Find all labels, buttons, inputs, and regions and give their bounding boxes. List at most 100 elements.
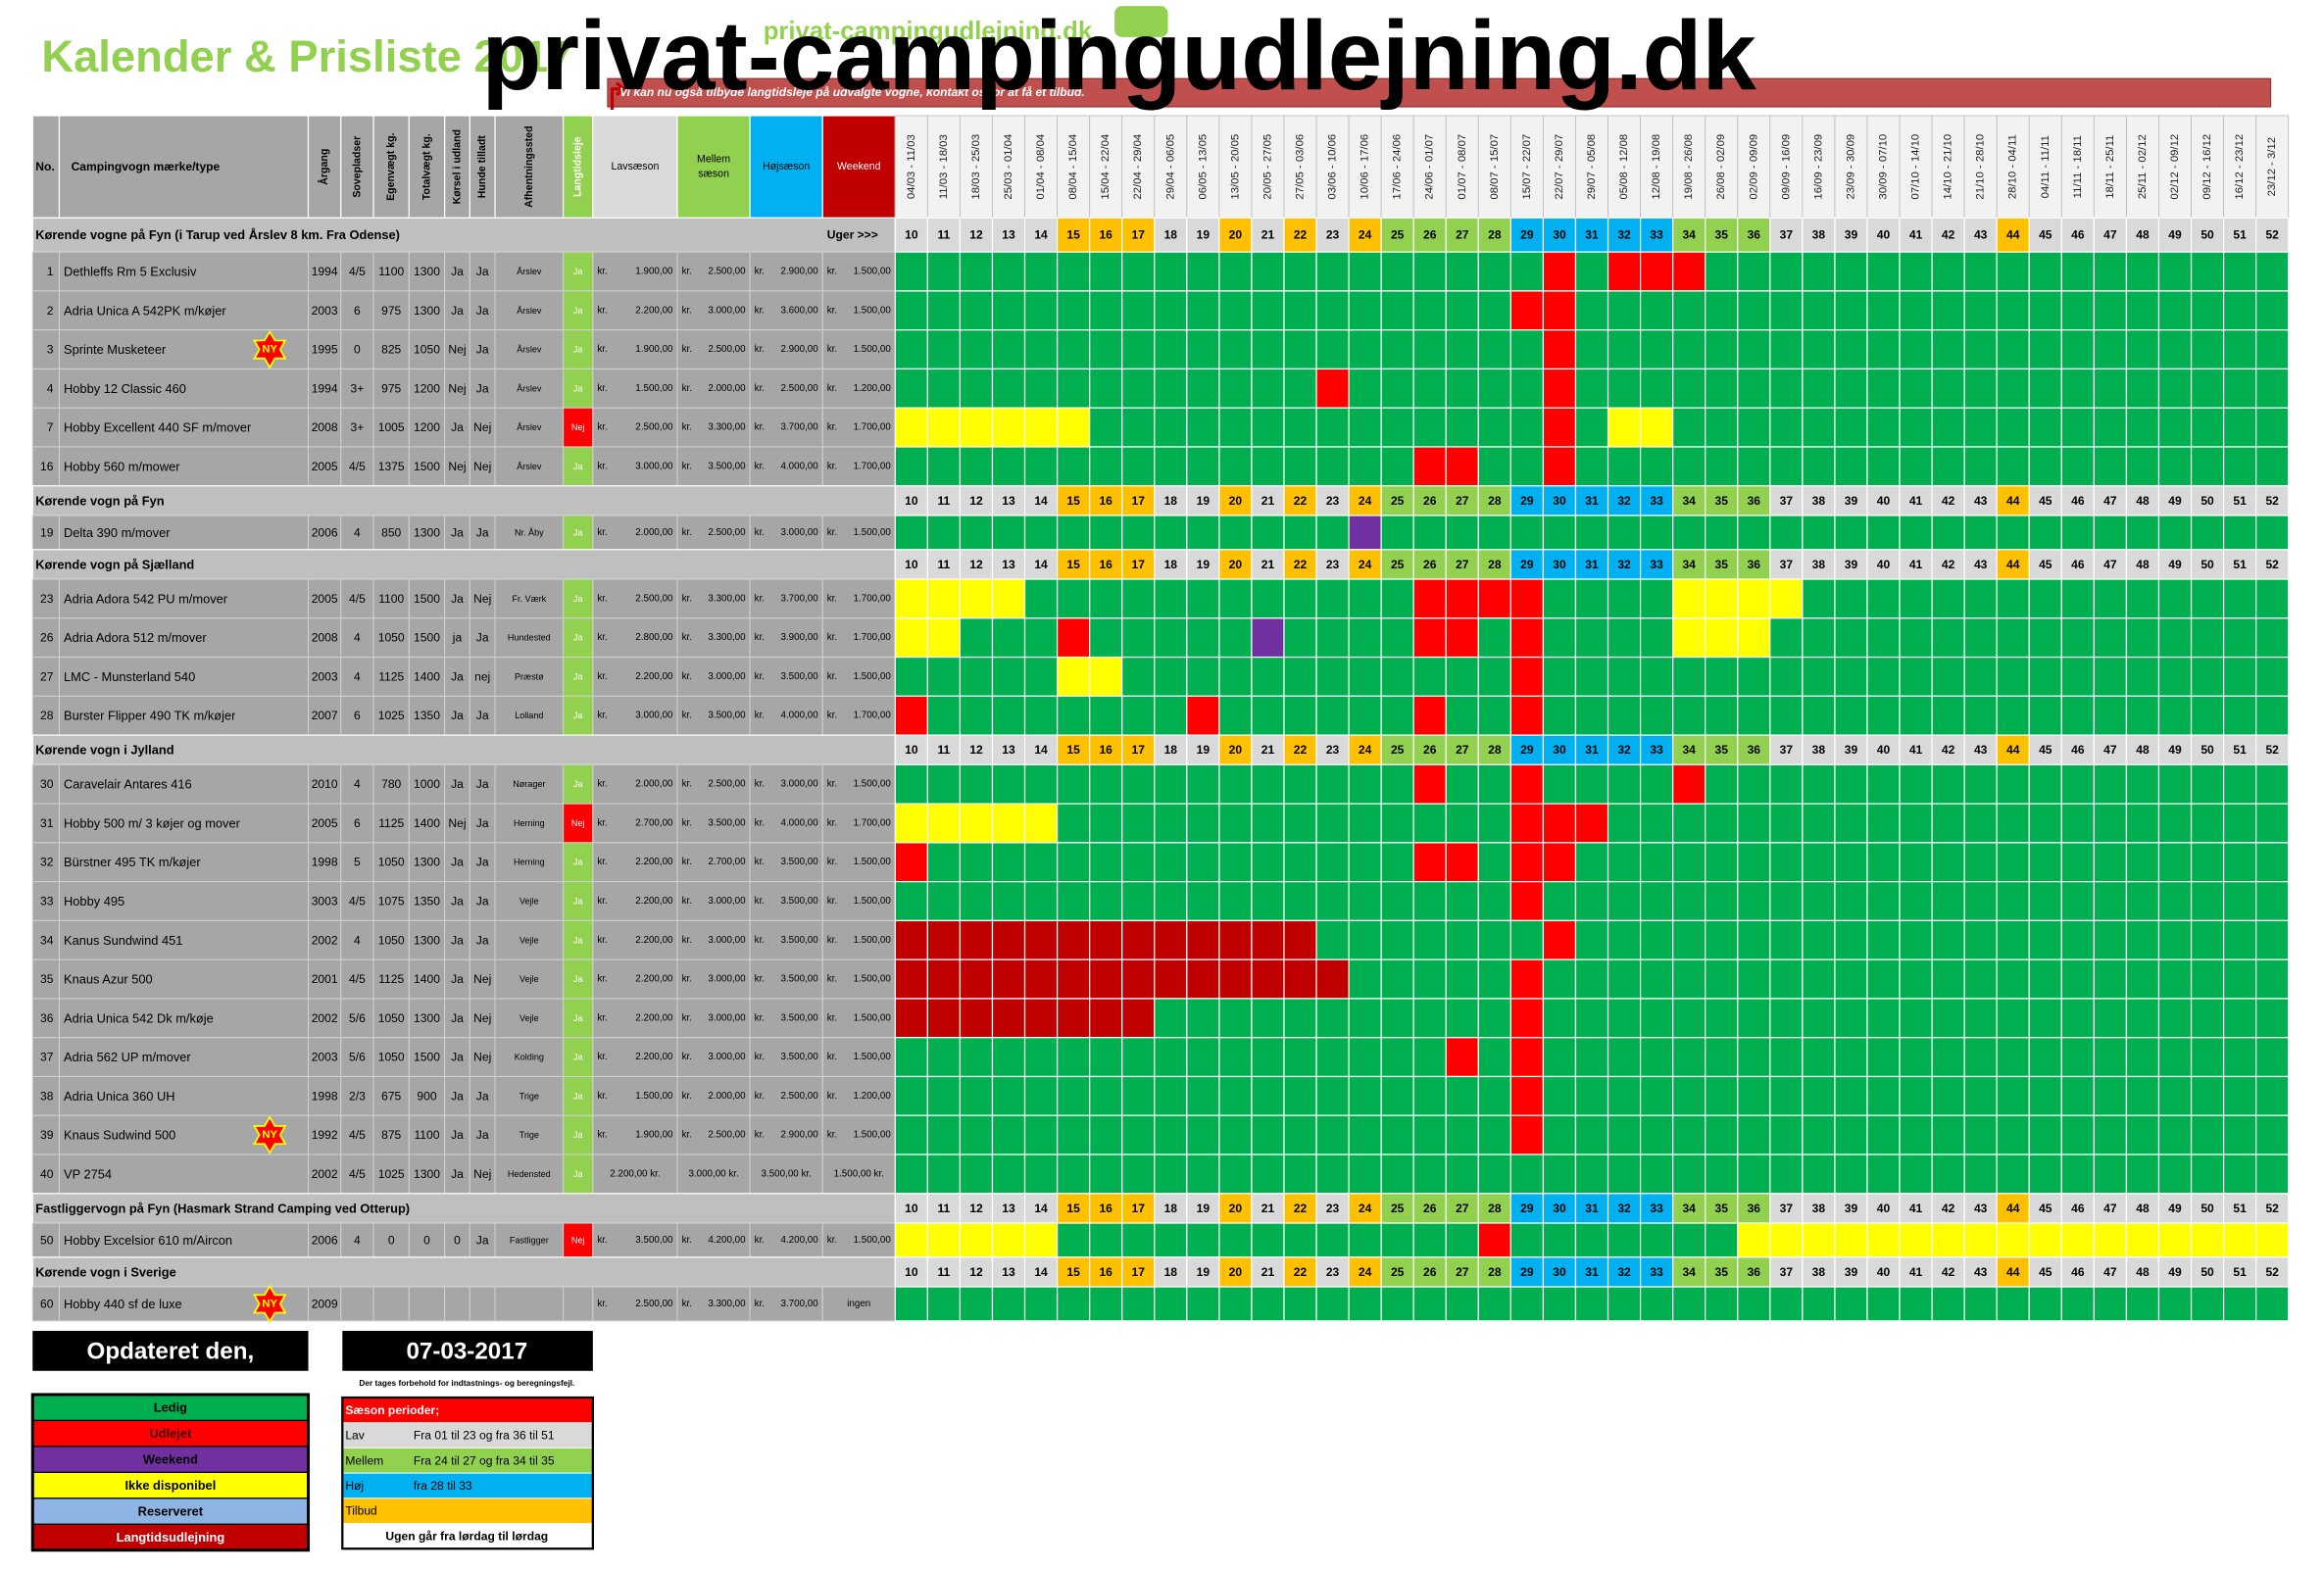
price-cell (676, 695, 751, 736)
availability-cell (1963, 881, 1998, 922)
availability-cell (1348, 290, 1382, 331)
price: 2.700,00 (708, 857, 746, 867)
availability-cell (1607, 958, 1642, 1000)
info-cell (340, 998, 374, 1039)
availability-cell (1737, 763, 1771, 805)
availability-cell (1477, 578, 1511, 619)
availability-cell (894, 656, 928, 697)
week-number: 20 (1229, 1265, 1243, 1279)
week-number: 37 (1780, 1202, 1794, 1215)
date-header-cell (1445, 115, 1479, 219)
week-number: 44 (2006, 228, 2020, 242)
price: 1.500,00 kr. (834, 1168, 884, 1179)
status-legend-cell (31, 1419, 310, 1448)
week-number: 22 (1294, 228, 1308, 242)
info-value: Nej (473, 1051, 491, 1064)
availability-cell (1477, 763, 1511, 805)
header-label: Campingvogn mærke/type (72, 160, 221, 173)
date-header: 18/03 - 25/03 (970, 134, 982, 200)
availability-cell (1380, 958, 1414, 1000)
availability-cell (1769, 1222, 1804, 1258)
row-number: 30 (40, 777, 54, 791)
info-cell (408, 251, 446, 292)
availability-cell (1023, 368, 1059, 409)
availability-cell (2060, 998, 2095, 1039)
availability-cell (1542, 763, 1577, 805)
info-cell (307, 515, 342, 551)
availability-cell (2028, 290, 2062, 331)
week-number: 20 (1229, 494, 1243, 508)
availability-cell (1412, 958, 1447, 1000)
availability-cell (1412, 290, 1447, 331)
availability-cell (1607, 1075, 1642, 1116)
availability-cell (2190, 407, 2225, 448)
week-number: 15 (1066, 1202, 1080, 1215)
availability-cell (1348, 881, 1382, 922)
availability-cell (2093, 515, 2128, 551)
info-value: Nej (448, 381, 466, 395)
info-value: 2008 (312, 420, 338, 434)
availability-cell (1251, 1037, 1285, 1078)
info-value: 4 (354, 777, 361, 791)
currency: kr. (682, 1299, 692, 1309)
week-cell (2157, 1193, 2193, 1224)
availability-cell (959, 881, 994, 922)
date-header: 23/12 - 3/12 (2266, 137, 2278, 196)
availability-cell (1056, 919, 1091, 960)
header-label: Årgang (318, 149, 330, 185)
price: 1.500,00 (854, 1052, 892, 1062)
price-cell (749, 1286, 823, 1322)
availability-cell (2222, 1075, 2257, 1116)
availability-cell (1251, 446, 1285, 487)
price: 2.000,00 (708, 383, 746, 394)
week-cell (2157, 1256, 2193, 1288)
availability-cell (1380, 251, 1414, 292)
week-cell (1802, 1193, 1836, 1224)
week-cell (1348, 734, 1382, 765)
week-cell (1186, 217, 1220, 253)
availability-cell (1380, 1222, 1414, 1258)
price: 3.500,00 (780, 1052, 818, 1062)
availability-cell (1996, 842, 2030, 883)
price-cell (821, 407, 896, 448)
week-number: 38 (1812, 1265, 1826, 1279)
date-header: 18/11 - 25/11 (2104, 135, 2116, 199)
date-header: 27/05 - 03/06 (1295, 134, 1307, 200)
info-value: 6 (354, 816, 361, 830)
availability-cell (1509, 1114, 1545, 1155)
availability-cell (1834, 842, 1868, 883)
availability-cell (1121, 515, 1156, 551)
availability-cell (2028, 407, 2062, 448)
week-cell (1737, 217, 1771, 253)
week-number: 34 (1682, 1202, 1696, 1215)
week-number: 30 (1553, 743, 1566, 757)
header-cell (592, 115, 678, 219)
price: 2.200,00 (635, 935, 673, 946)
week-number: 35 (1715, 1265, 1729, 1279)
availability-cell (1509, 290, 1545, 331)
availability-cell (2028, 617, 2062, 659)
availability-cell (1509, 958, 1545, 1000)
availability-cell (1834, 515, 1868, 551)
availability-cell (1542, 919, 1577, 960)
info-value: 1400 (414, 816, 440, 830)
info-value: Ja (573, 711, 584, 720)
availability-cell (1186, 998, 1220, 1039)
week-cell (1899, 217, 1933, 253)
vehicle-name: LMC - Munsterland 540 (64, 669, 195, 684)
info-value: Nej (448, 343, 466, 357)
availability-cell (1574, 1075, 1609, 1116)
price-cell (749, 763, 823, 805)
price: 2.200,00 (635, 1052, 673, 1062)
price-cell (592, 919, 678, 960)
info-value: Ja (476, 1233, 489, 1247)
availability-cell (991, 368, 1026, 409)
info-value: 2001 (312, 972, 338, 986)
info-cell (494, 290, 565, 331)
availability-cell (2060, 919, 2095, 960)
availability-cell (1412, 842, 1447, 883)
info-value: Herning (514, 818, 545, 828)
availability-cell (1218, 881, 1253, 922)
info-cell (307, 842, 342, 883)
date-header-cell (1899, 115, 1933, 219)
